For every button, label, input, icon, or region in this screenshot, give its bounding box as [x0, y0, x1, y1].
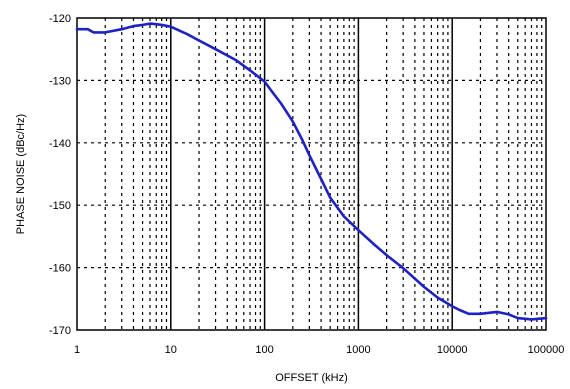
x-axis-label: OFFSET (kHz)	[275, 372, 348, 384]
plot-frame	[76, 17, 547, 331]
x-tick-label: 100	[255, 344, 273, 356]
y-axis-label: PHASE NOISE (dBc/Hz)	[15, 114, 27, 234]
x-tick-labels: 1 10 100 1000 10000 100000	[74, 344, 564, 356]
x-tick-label: 10	[165, 344, 177, 356]
x-tick-label: 10000	[437, 344, 468, 356]
y-tick-label: -150	[49, 200, 71, 212]
phase-noise-series-line	[75, 22, 548, 321]
y-tick-label: -160	[49, 263, 71, 275]
y-tick-label: -170	[49, 325, 71, 337]
major-grid	[170, 18, 453, 330]
x-tick-label: 1000	[346, 344, 370, 356]
y-tick-labels: -120 -130 -140 -150 -160 -170	[49, 13, 71, 337]
y-tick-label: -130	[49, 75, 71, 87]
minor-grid	[77, 18, 546, 330]
y-tick-label: -120	[49, 13, 71, 25]
x-tick-label: 100000	[528, 344, 565, 356]
y-tick-label: -140	[49, 138, 71, 150]
series-layer	[75, 22, 548, 321]
x-tick-label: 1	[74, 344, 80, 356]
